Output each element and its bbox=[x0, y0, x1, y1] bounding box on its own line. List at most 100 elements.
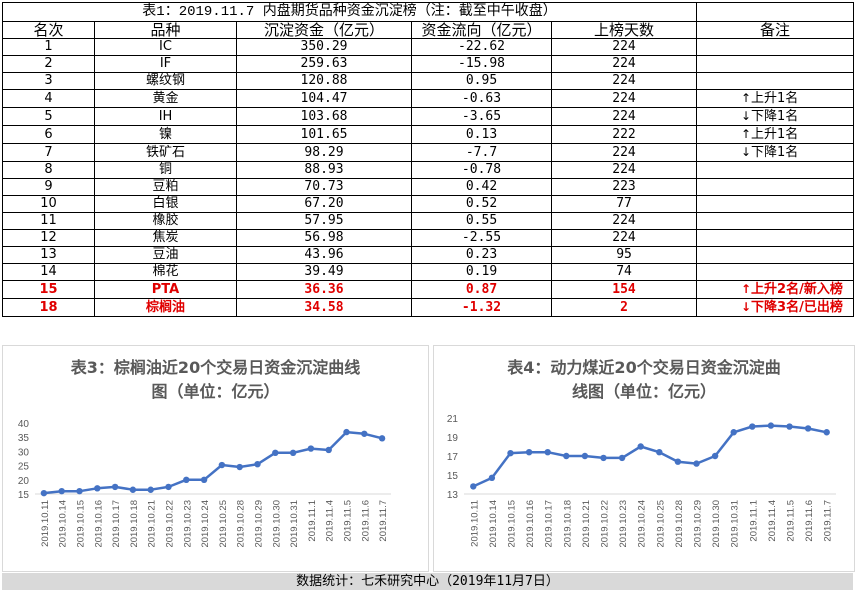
series-line bbox=[472, 424, 827, 488]
thermal-coal-chart: 表4：动力煤近20个交易日资金沉淀曲 线图（单位：亿元） 13 15 17 19 21 2… bbox=[433, 345, 855, 572]
cell-days: 224 bbox=[550, 38, 698, 56]
data-point bbox=[507, 449, 514, 457]
table-title: 表1：2019.11.7 内盘期货品种资金沉淀榜（注：截至中午收盘） bbox=[1, 2, 698, 22]
cell-flow: 0.19 bbox=[411, 263, 552, 281]
data-point bbox=[674, 458, 682, 465]
cell-flow: -7.7 bbox=[411, 143, 552, 162]
header-name: 品种 bbox=[94, 21, 237, 39]
x-tick-label: 2019.10.30 bbox=[711, 500, 722, 548]
table-row: 13 豆油 43.96 0.23 95 bbox=[2, 246, 855, 264]
x-tick-label: 2019.10.22 bbox=[165, 500, 176, 548]
data-point bbox=[76, 487, 83, 495]
table-row: 8 铜 88.93 -0.78 224 bbox=[2, 161, 855, 179]
header-days: 上榜天数 bbox=[550, 21, 698, 39]
x-tick-label: 2019.11.1 bbox=[748, 500, 759, 542]
cell-days: 224 bbox=[550, 55, 698, 73]
cell-rank: 5 bbox=[2, 107, 95, 126]
cell-amount: 57.95 bbox=[236, 212, 412, 230]
cell-rank: 1 bbox=[2, 38, 95, 56]
data-point bbox=[129, 486, 137, 493]
data-point bbox=[804, 425, 812, 432]
cell-amount: 103.68 bbox=[236, 107, 412, 126]
cell-flow: 0.55 bbox=[411, 212, 552, 230]
cell-days: 2 bbox=[550, 298, 698, 317]
x-tick-label: 2019.10.31 bbox=[730, 500, 741, 548]
cell-flow: -0.78 bbox=[411, 161, 552, 179]
cell-name: 橡胶 bbox=[94, 212, 237, 230]
x-tick-label: 2019.10.25 bbox=[218, 500, 229, 548]
x-tick-label: 2019.10.21 bbox=[147, 500, 158, 548]
cell-rank: 6 bbox=[2, 125, 95, 144]
data-point bbox=[254, 460, 261, 468]
data-point bbox=[272, 449, 279, 457]
cell-rank: 4 bbox=[2, 89, 95, 108]
note-text: 上升1名 bbox=[751, 127, 799, 142]
table-row: 18 棕榈油 34.58 -1.32 2 ↓下降3名/已出榜 bbox=[2, 298, 855, 317]
cell-rank: 2 bbox=[2, 55, 95, 73]
chart-title-line-2: 图（单位：亿元） bbox=[151, 382, 280, 401]
x-tick-label: 2019.10.11 bbox=[40, 500, 51, 547]
x-tick-label: 2019.10.15 bbox=[76, 500, 87, 548]
table-row: 3 螺纹钢 120.88 0.95 224 bbox=[2, 72, 855, 90]
y-tick-label: 25 bbox=[18, 462, 30, 473]
x-tick-label: 2019.10.16 bbox=[93, 500, 104, 548]
cell-note bbox=[696, 212, 855, 230]
note-text: 下降1名 bbox=[751, 145, 799, 160]
cell-name: 棕榈油 bbox=[94, 298, 237, 317]
cell-rank: 11 bbox=[2, 212, 95, 230]
cell-days: 223 bbox=[550, 178, 698, 196]
palm-oil-chart: 表3：棕榈油近20个交易日资金沉淀曲线 图（单位：亿元） 15 20 25 30 35 4… bbox=[2, 345, 429, 572]
y-tick-label: 15 bbox=[447, 471, 459, 482]
cell-name: 黄金 bbox=[94, 89, 237, 108]
cell-name: 铁矿石 bbox=[94, 143, 237, 162]
cell-days: 95 bbox=[550, 246, 698, 264]
note-text: 上升1名 bbox=[751, 91, 799, 106]
chart-title-line-1: 表3：棕榈油近20个交易日资金沉淀曲线 bbox=[70, 358, 361, 377]
data-point bbox=[525, 449, 533, 456]
chart-title: 表4：动力煤近20个交易日资金沉淀曲 线图（单位：亿元） bbox=[434, 356, 854, 404]
cell-flow: -0.63 bbox=[411, 89, 552, 108]
cell-amount: 350.29 bbox=[236, 38, 412, 56]
cell-flow: -2.55 bbox=[411, 229, 552, 247]
x-tick-label: 2019.10.24 bbox=[200, 500, 211, 548]
ranking-table: 表1：2019.11.7 内盘期货品种资金沉淀榜（注：截至中午收盘） 名次 品种… bbox=[1, 2, 855, 317]
cell-note bbox=[696, 195, 855, 213]
cell-days: 224 bbox=[550, 72, 698, 90]
note-text: 下降1名 bbox=[751, 109, 799, 124]
x-tick-label: 2019.10.18 bbox=[562, 500, 573, 548]
x-tick-label: 2019.10.18 bbox=[129, 500, 140, 548]
cell-amount: 56.98 bbox=[236, 229, 412, 247]
cell-name: 棉花 bbox=[94, 263, 237, 281]
cell-flow: 0.87 bbox=[411, 280, 552, 299]
cell-rank: 14 bbox=[2, 263, 95, 281]
arrow-down-icon: ↓ bbox=[741, 145, 752, 159]
cell-note bbox=[696, 38, 855, 56]
cell-rank: 18 bbox=[2, 298, 95, 317]
data-point bbox=[289, 449, 297, 457]
cell-rank: 12 bbox=[2, 229, 95, 247]
data-point bbox=[165, 483, 172, 491]
data-point bbox=[218, 461, 226, 469]
y-tick-label: 30 bbox=[18, 447, 30, 458]
cell-note bbox=[696, 161, 855, 179]
cell-name: PTA bbox=[94, 280, 237, 299]
cell-note bbox=[696, 178, 855, 196]
header-amount: 沉淀资金（亿元） bbox=[236, 21, 412, 39]
x-tick-label: 2019.10.29 bbox=[254, 500, 265, 548]
chart-title: 表3：棕榈油近20个交易日资金沉淀曲线 图（单位：亿元） bbox=[3, 356, 428, 404]
cell-amount: 67.20 bbox=[236, 195, 412, 213]
x-tick-label: 2019.11.4 bbox=[767, 500, 778, 542]
table-row: 11 橡胶 57.95 0.55 224 bbox=[2, 212, 855, 230]
cell-note: ↑上升1名 bbox=[696, 125, 855, 144]
cell-flow: 0.52 bbox=[411, 195, 552, 213]
chart-title-line-1: 表4：动力煤近20个交易日资金沉淀曲 bbox=[507, 358, 781, 377]
cell-name: 铜 bbox=[94, 161, 237, 179]
x-tick-label: 2019.10.17 bbox=[544, 500, 555, 548]
x-tick-label: 2019.10.28 bbox=[674, 500, 685, 548]
arrow-up-icon: ↑ bbox=[741, 127, 752, 141]
table-row: 5 IH 103.68 -3.65 224 ↓下降1名 bbox=[2, 107, 855, 126]
cell-flow: -1.32 bbox=[411, 298, 552, 317]
cell-note: ↓下降1名 bbox=[696, 143, 855, 162]
cell-days: 224 bbox=[550, 161, 698, 179]
x-tick-label: 2019.10.31 bbox=[289, 500, 300, 548]
